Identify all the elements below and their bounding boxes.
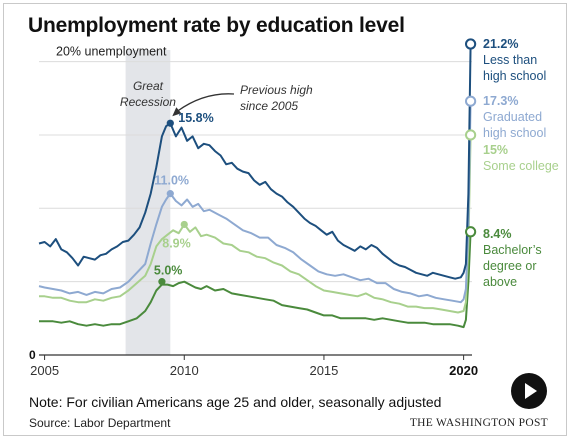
series-name-bachelors: Bachelor’s — [483, 243, 542, 257]
grid-lines: 20% unemployment 0 — [29, 45, 472, 362]
play-button-icon[interactable] — [511, 373, 547, 409]
chart-note: Note: For civilian Americans age 25 and … — [29, 394, 442, 410]
annotation-text: since 2005 — [240, 99, 298, 113]
annotations: Great Recession Previous high since 2005 — [120, 79, 313, 117]
x-axis: 2005 2010 2015 2020 — [30, 355, 478, 378]
end-value-less_than_hs: 21.2% — [483, 37, 518, 51]
series-line-high_school — [38, 101, 472, 304]
x-tick-label: 2010 — [170, 363, 199, 378]
end-marker-bachelors — [465, 226, 477, 238]
x-tick-label: 2015 — [309, 363, 338, 378]
y-axis-label: 20% unemployment — [56, 45, 167, 59]
peak-marker-less_than_hs — [166, 119, 174, 127]
peak-label-bachelors: 5.0% — [154, 264, 183, 278]
series-name-some_college: Some college — [483, 159, 559, 173]
series-markers: 15.8% 11.0% 8.9% 5.0% — [154, 38, 477, 286]
end-value-high_school: 17.3% — [483, 94, 518, 108]
series-name-bachelors: above — [483, 275, 517, 289]
y-tick-label: 0 — [29, 348, 36, 362]
end-marker-some_college — [465, 129, 477, 141]
peak-label-high_school: 11.0% — [154, 174, 189, 188]
chart-title: Unemployment rate by education level — [28, 14, 405, 37]
x-tick-label: 2020 — [449, 363, 478, 378]
end-marker-less_than_hs — [465, 38, 477, 50]
peak-marker-bachelors — [158, 278, 166, 286]
end-marker-high_school — [465, 95, 477, 107]
series-name-less_than_hs: high school — [483, 69, 546, 83]
line-chart: 20% unemployment 0 Great Recession Previous… — [29, 37, 559, 378]
end-value-some_college: 15% — [483, 143, 508, 157]
series-name-high_school: Graduated — [483, 110, 542, 124]
series-lines — [38, 43, 472, 329]
recession-label: Recession — [120, 95, 176, 109]
series-name-less_than_hs: Less than — [483, 53, 537, 67]
series-labels: 21.2% Less than high school 17.3% Graduated h… — [483, 37, 559, 289]
series-line-some_college — [39, 134, 472, 314]
annotation-arrow — [176, 93, 235, 112]
peak-label-less_than_hs: 15.8% — [178, 111, 213, 125]
annotation-arrowhead — [172, 107, 182, 117]
publisher-brand: THE WASHINGTON POST — [409, 417, 548, 429]
x-tick-label: 2005 — [30, 363, 59, 378]
annotation-text: Previous high — [240, 83, 313, 97]
peak-marker-high_school — [166, 190, 174, 198]
end-value-bachelors: 8.4% — [483, 227, 512, 241]
series-line-bachelors — [39, 231, 472, 329]
chart-card: Unemployment rate by education level 20%… — [3, 3, 567, 436]
series-name-bachelors: degree or — [483, 259, 537, 273]
chart-source: Source: Labor Department — [29, 416, 171, 430]
peak-marker-some_college — [180, 220, 188, 229]
recession-label: Great — [133, 79, 164, 93]
series-name-high_school: high school — [483, 126, 546, 140]
peak-label-some_college: 8.9% — [162, 236, 191, 250]
series-line-less_than_hs — [38, 43, 472, 280]
